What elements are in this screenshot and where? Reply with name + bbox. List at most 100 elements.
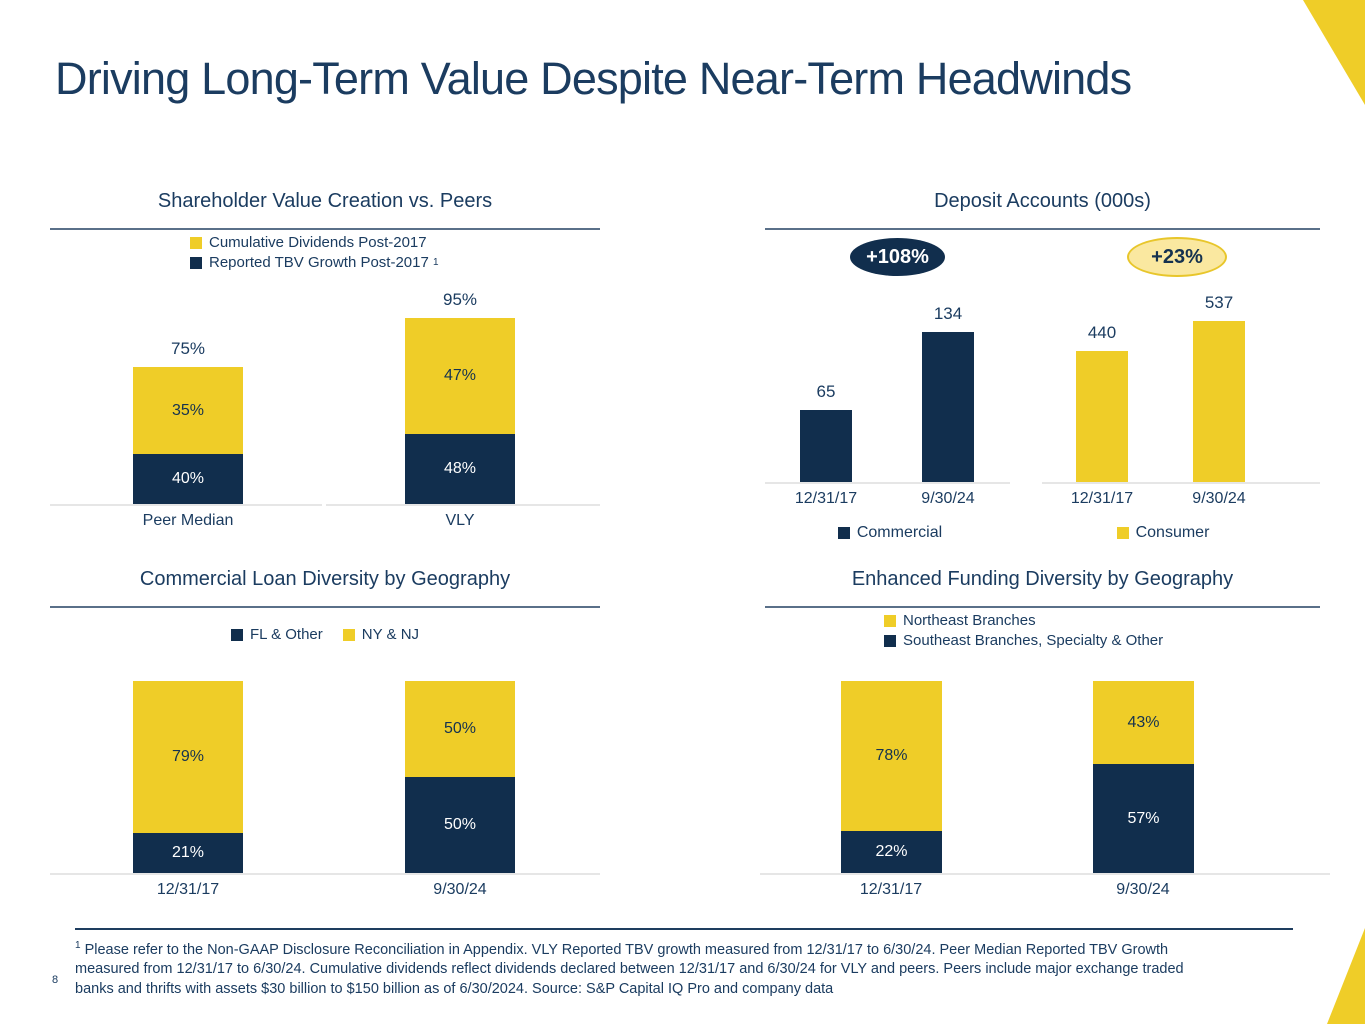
stacked-bar-2024: 50% 50% — [405, 568, 515, 873]
legend-item: Consumer — [1116, 524, 1210, 542]
legend-label: Reported TBV Growth Post-2017 — [209, 254, 429, 271]
axis-baseline — [50, 873, 600, 875]
axis-baseline — [765, 482, 1010, 484]
legend: Cumulative Dividends Post-2017 Reported … — [190, 234, 439, 271]
corner-accent-top-right-icon — [1303, 0, 1365, 105]
bar-commercial-2017: 65 — [800, 190, 852, 482]
bar-segment-ny-nj: 50% — [405, 681, 515, 777]
x-axis-label: 9/30/24 — [433, 881, 487, 898]
legend-label: Commercial — [856, 524, 943, 541]
bar-value-label: 537 — [1204, 293, 1234, 312]
stacked-bar-2017: 79% 21% — [133, 568, 243, 873]
bar-segment-ny-nj: 79% — [133, 681, 243, 833]
legend-marker-icon — [190, 256, 202, 269]
chart-enhanced-funding-diversity: Enhanced Funding Diversity by Geography … — [760, 568, 1330, 924]
x-axis-label: 12/31/17 — [156, 881, 220, 898]
legend-label: FL & Other — [249, 626, 323, 643]
legend: FL & Other NY & NJ — [50, 626, 600, 643]
growth-badge-commercial: +108% — [850, 238, 945, 276]
legend-consumer: Consumer — [1083, 524, 1243, 542]
x-axis-label: 12/31/17 — [1070, 490, 1134, 507]
x-axis-label: 9/30/24 — [921, 490, 975, 507]
x-axis-label: 9/30/24 — [1192, 490, 1246, 507]
legend-marker-icon — [837, 527, 850, 539]
bar-segment-label: 47% — [443, 367, 477, 384]
title-divider — [50, 606, 600, 608]
bar-value-label: 134 — [933, 304, 963, 323]
stacked-bar-2017: 78% 22% — [841, 568, 942, 873]
bar-segment-northeast: 78% — [841, 681, 942, 831]
bar-segment — [1193, 321, 1245, 482]
title-divider — [50, 228, 600, 230]
growth-badge-consumer: +23% — [1127, 237, 1227, 277]
bar-segment — [1076, 351, 1128, 482]
chart-commercial-loan-diversity: Commercial Loan Diversity by Geography F… — [50, 568, 600, 924]
footnote-superscript: 1 — [75, 940, 81, 951]
bar-segment-label: 35% — [171, 401, 205, 419]
title-divider — [765, 606, 1320, 608]
chart-title: Deposit Accounts (000s) — [934, 190, 1151, 212]
bar-segment-label: 43% — [1127, 713, 1160, 731]
axis-baseline — [326, 504, 600, 506]
bar-value-label: 65 — [816, 382, 836, 401]
legend-item-dividends: Cumulative Dividends Post-2017 — [190, 234, 439, 251]
footnote-reference: 1 — [433, 257, 439, 268]
bar-segment-label: 57% — [1127, 809, 1160, 827]
x-axis-label: 12/31/17 — [794, 490, 858, 507]
page-number: 8 — [52, 974, 59, 986]
x-axis-label: 12/31/17 — [859, 881, 923, 898]
bar-segment-dividends: 35% — [133, 367, 243, 454]
stacked-bar-vly: 95% 47% 48% — [405, 190, 515, 504]
stacked-bar-2024: 43% 57% — [1093, 568, 1194, 873]
x-axis-label: 9/30/24 — [1116, 881, 1170, 898]
footnote-line: 1 Please refer to the Non-GAAP Disclosur… — [75, 936, 1293, 960]
bar-segment-southeast: 22% — [841, 831, 942, 873]
legend-item-fl-other: FL & Other — [230, 626, 323, 643]
bar-segment-tbv-growth: 40% — [133, 454, 243, 504]
legend-marker-icon — [342, 628, 355, 641]
bar-segment-label: 22% — [875, 843, 908, 860]
bar-segment-label: 21% — [171, 844, 205, 861]
bar-consumer-2017: 440 — [1076, 190, 1128, 482]
chart-title: Commercial Loan Diversity by Geography — [139, 568, 511, 590]
footnote: 1 Please refer to the Non-GAAP Disclosur… — [75, 928, 1293, 999]
bar-total-label: 75% — [170, 339, 206, 358]
chart-title: Shareholder Value Creation vs. Peers — [157, 190, 493, 212]
bar-segment-northeast: 43% — [1093, 681, 1194, 764]
bar-total-label: 95% — [442, 290, 478, 309]
legend-label: Southeast Branches, Specialty & Other — [903, 632, 1164, 649]
stacked-bar-peer-median: 75% 35% 40% — [133, 190, 243, 504]
legend-label: Northeast Branches — [903, 612, 1036, 629]
bar-segment — [922, 332, 974, 482]
bar-segment-label: 50% — [443, 816, 477, 833]
axis-baseline — [50, 504, 322, 506]
corner-accent-bottom-right-icon — [1327, 928, 1365, 1024]
x-axis-label: VLY — [445, 512, 475, 529]
axis-baseline — [1042, 482, 1320, 484]
title-divider — [765, 228, 1320, 230]
footnote-line: banks and thrifts with assets $30 billio… — [75, 980, 834, 997]
footnote-line: measured from 12/31/17 to 6/30/24. Cumul… — [75, 961, 1184, 978]
legend-item-tbv-growth: Reported TBV Growth Post-2017 1 — [190, 254, 439, 271]
legend-commercial: Commercial — [810, 524, 970, 542]
legend-marker-icon — [190, 236, 202, 249]
legend-marker-icon — [884, 634, 896, 647]
footnote-text: Please refer to the Non-GAAP Disclosure … — [84, 941, 1169, 958]
legend-label: Cumulative Dividends Post-2017 — [209, 234, 427, 251]
bar-segment-tbv-growth: 48% — [405, 434, 515, 504]
legend-marker-icon — [230, 628, 243, 641]
legend: Northeast Branches Southeast Branches, S… — [884, 612, 1163, 649]
bar-segment-label: 79% — [171, 748, 205, 765]
legend-item-northeast: Northeast Branches — [884, 612, 1163, 629]
legend-item-ny-nj: NY & NJ — [342, 626, 420, 643]
bar-consumer-2024: 537 — [1193, 190, 1245, 482]
chart-title: Enhanced Funding Diversity by Geography — [851, 568, 1234, 590]
legend-item: Commercial — [837, 524, 943, 542]
bar-segment-southeast: 57% — [1093, 764, 1194, 873]
legend-marker-icon — [884, 614, 896, 627]
axis-baseline — [760, 873, 1330, 875]
legend-label: NY & NJ — [361, 626, 420, 643]
legend-label: Consumer — [1135, 524, 1210, 541]
bar-value-label: 440 — [1087, 323, 1117, 342]
chart-deposit-accounts: Deposit Accounts (000s) +108% +23% 65 13… — [765, 190, 1320, 560]
